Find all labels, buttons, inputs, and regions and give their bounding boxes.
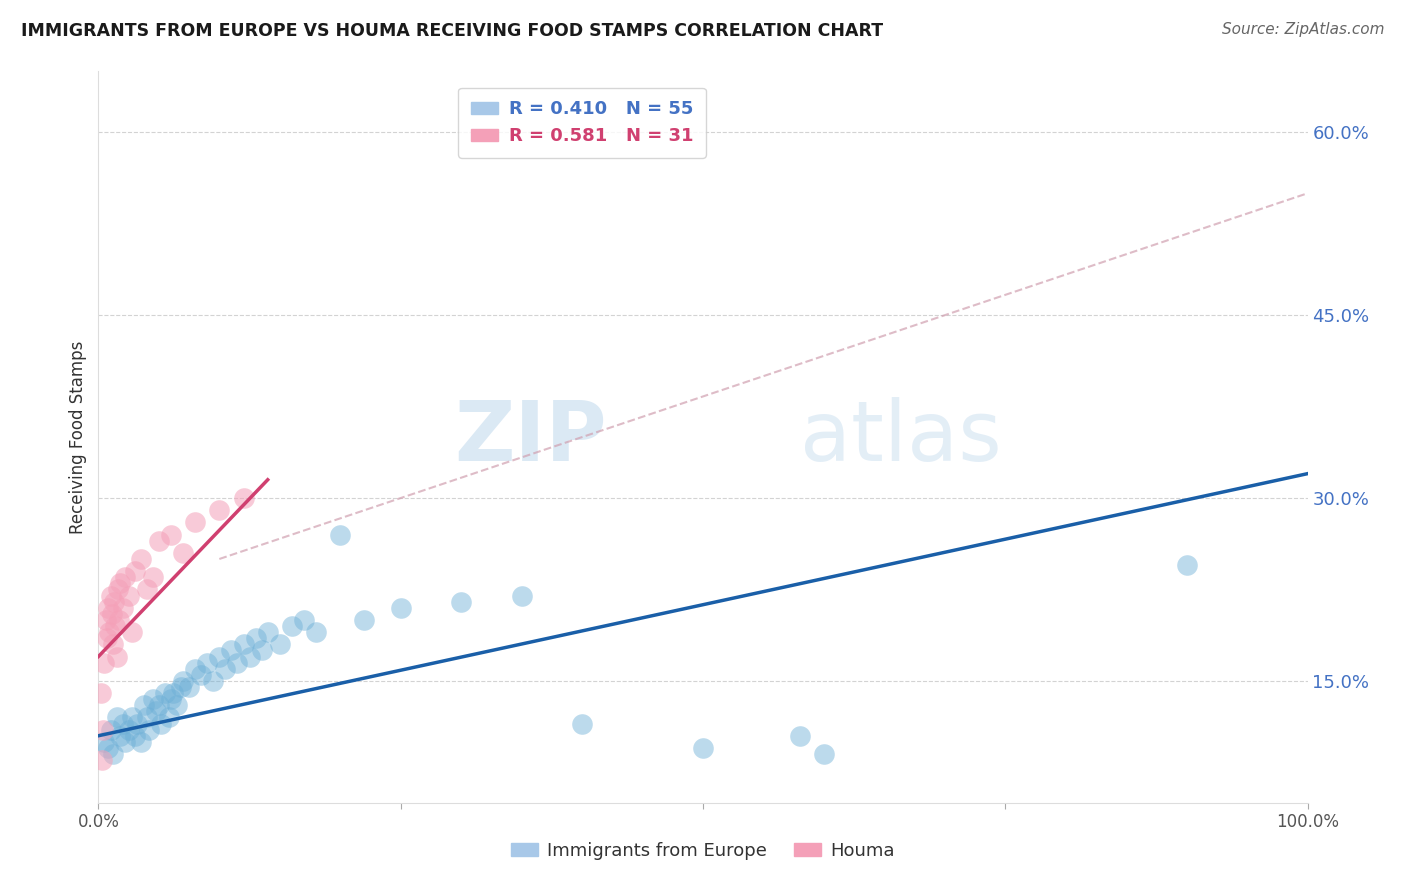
Point <box>135 710 157 724</box>
Point <box>118 723 141 737</box>
Point <box>239 649 262 664</box>
Point <box>97 600 120 615</box>
Point <box>129 552 152 566</box>
Point <box>108 576 131 591</box>
Point <box>97 740 120 755</box>
Point <box>145 705 167 719</box>
Point <box>129 735 152 749</box>
Point <box>108 613 131 627</box>
Point <box>138 723 160 737</box>
Point <box>142 570 165 584</box>
Point <box>101 637 124 651</box>
Point <box>245 632 267 646</box>
Point <box>93 735 115 749</box>
Point <box>184 662 207 676</box>
Point <box>692 740 714 755</box>
Point <box>127 716 149 731</box>
Point <box>135 582 157 597</box>
Point <box>111 600 134 615</box>
Point <box>90 686 112 700</box>
Point <box>353 613 375 627</box>
Point <box>214 662 236 676</box>
Point <box>305 625 328 640</box>
Point <box>571 716 593 731</box>
Point <box>166 698 188 713</box>
Point <box>281 619 304 633</box>
Point <box>232 491 254 505</box>
Point <box>105 710 128 724</box>
Point <box>124 564 146 578</box>
Point <box>208 649 231 664</box>
Point <box>157 710 180 724</box>
Point <box>100 589 122 603</box>
Point <box>91 723 114 737</box>
Point <box>510 589 533 603</box>
Point <box>98 625 121 640</box>
Point <box>160 527 183 541</box>
Point <box>107 582 129 597</box>
Point <box>160 692 183 706</box>
Point <box>134 698 156 713</box>
Point <box>142 692 165 706</box>
Point <box>111 716 134 731</box>
Point <box>329 527 352 541</box>
Point <box>162 686 184 700</box>
Point <box>195 656 218 670</box>
Legend: Immigrants from Europe, Houma: Immigrants from Europe, Houma <box>503 835 903 867</box>
Point <box>94 613 117 627</box>
Point <box>100 723 122 737</box>
Point <box>292 613 315 627</box>
Point <box>93 656 115 670</box>
Point <box>172 673 194 688</box>
Text: Source: ZipAtlas.com: Source: ZipAtlas.com <box>1222 22 1385 37</box>
Point <box>101 747 124 761</box>
Point <box>121 625 143 640</box>
Point <box>100 607 122 621</box>
Point <box>450 594 472 608</box>
Y-axis label: Receiving Food Stamps: Receiving Food Stamps <box>69 341 87 533</box>
Point <box>96 632 118 646</box>
Point <box>108 729 131 743</box>
Point <box>124 729 146 743</box>
Point <box>104 619 127 633</box>
Point <box>105 649 128 664</box>
Point <box>118 589 141 603</box>
Text: ZIP: ZIP <box>454 397 606 477</box>
Point <box>226 656 249 670</box>
Point <box>184 516 207 530</box>
Point <box>153 686 176 700</box>
Point <box>179 680 201 694</box>
Point <box>148 533 170 548</box>
Point <box>789 729 811 743</box>
Point <box>114 570 136 584</box>
Point <box>148 698 170 713</box>
Point <box>232 637 254 651</box>
Point <box>121 710 143 724</box>
Point <box>190 667 212 682</box>
Point <box>172 546 194 560</box>
Point <box>169 680 191 694</box>
Point <box>389 600 412 615</box>
Point <box>250 643 273 657</box>
Point <box>256 625 278 640</box>
Point <box>91 753 114 767</box>
Point <box>221 643 243 657</box>
Point <box>103 594 125 608</box>
Point <box>202 673 225 688</box>
Point <box>1175 558 1198 573</box>
Point <box>114 735 136 749</box>
Text: IMMIGRANTS FROM EUROPE VS HOUMA RECEIVING FOOD STAMPS CORRELATION CHART: IMMIGRANTS FROM EUROPE VS HOUMA RECEIVIN… <box>21 22 883 40</box>
Point <box>269 637 291 651</box>
Point <box>150 716 173 731</box>
Point <box>208 503 231 517</box>
Point <box>813 747 835 761</box>
Text: atlas: atlas <box>800 397 1001 477</box>
